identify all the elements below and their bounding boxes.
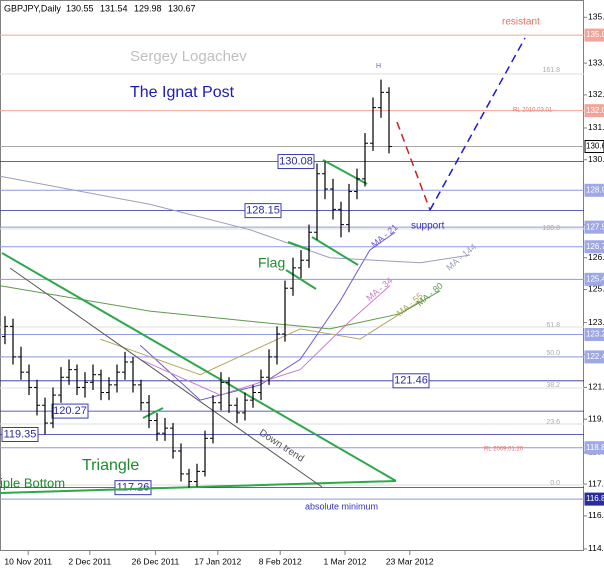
level-label: 121.46	[394, 375, 428, 387]
price-box	[584, 350, 604, 364]
fib-lines	[0, 73, 584, 486]
moving-average	[139, 285, 391, 396]
y-tick-label: 116.15	[588, 510, 604, 520]
rl-label: RL 2009.01.20	[484, 447, 524, 453]
price-box-label: 127.50	[586, 222, 604, 231]
level-label: 130.08	[279, 155, 313, 167]
header-value: 129.98	[134, 3, 162, 13]
price-box-label: 126.73	[586, 242, 604, 251]
fib-label: 23.6	[546, 419, 560, 426]
price-box-label: 116.81	[586, 494, 604, 503]
y-tick-label: 123.75	[588, 317, 604, 327]
price-box	[584, 220, 604, 234]
fib-label: 0.0	[550, 480, 560, 487]
price-box	[584, 240, 604, 254]
high-label: H	[376, 63, 381, 70]
price-box	[584, 328, 604, 342]
price-box-label: 132.08	[586, 106, 604, 115]
x-tick-label: 1 Mar 2012	[324, 556, 367, 566]
level-box	[244, 203, 282, 219]
resistant-label: resistant	[502, 17, 540, 28]
price-box	[584, 441, 604, 455]
price-box-label: 118.83	[586, 443, 604, 452]
rl-label: RL 2010.03.01	[513, 108, 553, 114]
x-tick-label: 2 Dec 2011	[68, 556, 111, 566]
x-tick-label: 23 Mar 2012	[386, 556, 434, 566]
y-tick-label: 132.70	[588, 89, 604, 99]
y-tick-label: 117.40	[588, 478, 604, 488]
level-label: 128.15	[246, 205, 280, 217]
y-tick-label: 126.30	[588, 252, 604, 262]
price-box	[584, 183, 604, 197]
y-tick-label: 121.20	[588, 382, 604, 392]
price-box-label: 135.05	[586, 30, 604, 39]
price-box-label: 125.45	[586, 274, 604, 283]
header-value: 130.67	[168, 3, 196, 13]
price-box	[584, 104, 604, 118]
level-label: 119.35	[4, 428, 37, 440]
price-box-label: 122.40	[586, 352, 604, 361]
y-tick-label: 119.95	[588, 413, 604, 423]
y-tick-label: 125.05	[588, 284, 604, 294]
minimum-label: absolute minimum	[305, 501, 378, 511]
level-label: 117.26	[117, 482, 150, 494]
price-box	[584, 492, 604, 506]
y-tick-label: 133.95	[588, 57, 604, 67]
trendlines	[0, 37, 526, 494]
fib-label: 161.8	[542, 67, 560, 74]
author: Sergey Logachev	[130, 48, 247, 65]
header-value: 131.54	[100, 3, 128, 13]
x-tick-label: 8 Feb 2012	[259, 556, 302, 566]
x-tick-label: 26 Dec 2011	[132, 556, 180, 566]
fib-label: 100.0	[542, 225, 560, 232]
support-label: support	[411, 221, 445, 232]
y-tick-label: 131.40	[588, 122, 604, 132]
price-box	[584, 272, 604, 286]
level-box	[277, 154, 315, 170]
moving-average	[0, 285, 441, 330]
plot-frame	[0, 0, 584, 551]
fib-label: 50.0	[546, 350, 560, 357]
level-box	[392, 373, 430, 389]
moving-average	[100, 300, 421, 376]
bottom-label: iple Bottom	[0, 475, 65, 490]
flag-label: Flag	[258, 255, 285, 271]
fib-label: 38.2	[546, 382, 560, 389]
level-box	[1, 426, 39, 442]
header-value: 130.55	[66, 3, 94, 13]
triangle-label: Triangle	[82, 457, 139, 474]
price-box-label: 123.28	[586, 330, 604, 339]
price-box	[584, 28, 604, 42]
price-box-label: 130.67	[586, 142, 604, 151]
y-tick-label: 114.85	[588, 543, 604, 553]
fib-label: 61.8	[546, 322, 560, 329]
price-box	[584, 140, 604, 154]
level-label: 120.27	[53, 405, 87, 417]
y-tick-label: 130.15	[588, 154, 604, 164]
x-tick-label: 17 Jan 2012	[194, 556, 241, 566]
symbol: GBPJPY,Daily	[4, 3, 61, 13]
price-box-label: 128.95	[586, 185, 604, 194]
brand: The Ignat Post	[130, 84, 235, 101]
level-box	[51, 403, 89, 419]
x-tick-label: 10 Nov 2011	[4, 556, 52, 566]
moving-average	[139, 231, 396, 401]
y-tick-label: 135.75	[588, 12, 604, 22]
